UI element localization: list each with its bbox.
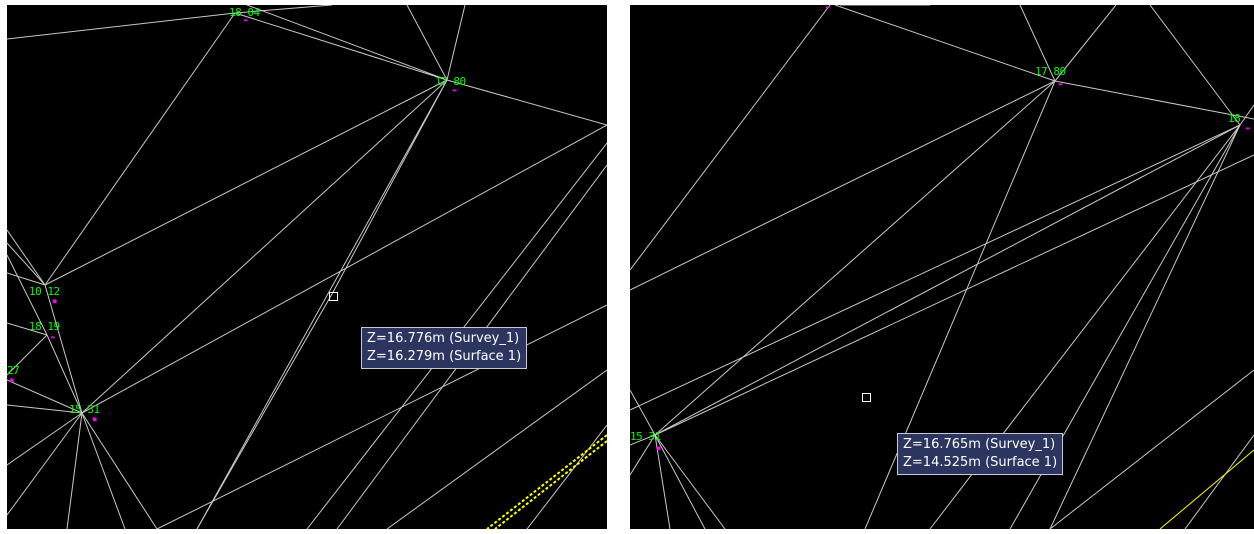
cursor-pick-box: [329, 292, 338, 301]
point-marker-right-edge: ▬: [1246, 125, 1250, 132]
point-marker-top-right: ▬: [1059, 81, 1063, 88]
point-marker-left-upper: ■: [53, 298, 57, 305]
point-marker-left-edge: ■: [10, 377, 14, 384]
point-label-bottom-left: 15 31: [630, 430, 661, 443]
point-marker-top-right: ▬: [453, 87, 457, 94]
survey-viewport-right[interactable]: ▬ 17 80 ▬ 18 ▬ 15 31 ■ Z=16.765m (Survey…: [630, 5, 1254, 529]
point-label-top-right: 17 80: [435, 75, 466, 88]
point-label-left-mid: 18 19: [29, 320, 60, 333]
elevation-tooltip: Z=16.776m (Survey_1) Z=16.279m (Surface …: [361, 327, 528, 369]
tooltip-survey-elevation: Z=16.776m (Survey_1): [367, 331, 520, 346]
point-label-right-edge: 18: [1228, 112, 1241, 125]
point-label-top: 18 04: [229, 6, 260, 19]
tooltip-surface-elevation: Z=16.279m (Surface 1): [367, 349, 522, 364]
tooltip-survey-elevation: Z=16.765m (Survey_1): [903, 437, 1056, 452]
elevation-tooltip: Z=16.765m (Survey_1) Z=14.525m (Surface …: [897, 433, 1064, 475]
point-label-bottom-left: 15 31: [69, 403, 100, 416]
tooltip-surface-elevation: Z=14.525m (Surface 1): [903, 455, 1058, 470]
point-marker-bottom-left: ■: [657, 445, 661, 452]
tin-surface-lines: [630, 5, 1254, 529]
point-label-left-upper: 10 12: [29, 285, 60, 298]
point-label-top-right: 17 80: [1035, 65, 1066, 78]
point-marker-top: ▬: [826, 5, 830, 11]
point-marker-left-mid: ▬: [51, 334, 55, 341]
point-marker-top: ▬: [244, 17, 248, 24]
cursor-pick-box: [862, 393, 871, 402]
point-marker-bottom-left: ■: [93, 416, 97, 423]
tin-surface-lines: [7, 5, 607, 529]
survey-viewport-left[interactable]: 18 04 ▬ 17 80 ▬ 10 12 ■ 18 19 ▬ 27 ■ 15 …: [7, 5, 607, 529]
point-label-left-edge: 27: [7, 364, 20, 377]
